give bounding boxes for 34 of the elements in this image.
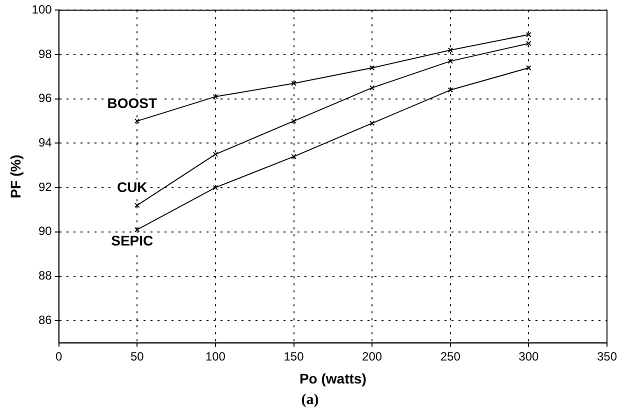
- y-tick-label: 86: [38, 312, 52, 327]
- point: [369, 120, 375, 126]
- x-tick-label: 250: [440, 349, 461, 364]
- y-tick-label: 90: [38, 224, 52, 238]
- point: [291, 154, 296, 160]
- x-axis-title: Po (watts): [299, 370, 366, 386]
- series-label: BOOST: [107, 94, 158, 111]
- point: [212, 152, 218, 157]
- series-label: SEPIC: [111, 232, 154, 249]
- y-axis-title: PF (%): [7, 154, 24, 198]
- point: [448, 87, 453, 93]
- x-tick-label: 0: [55, 349, 62, 364]
- y-tick-label: 98: [38, 46, 52, 61]
- x-tick-label: 300: [518, 349, 540, 364]
- series-label: CUK: [116, 179, 148, 196]
- point: [291, 118, 296, 124]
- x-tick-label: 50: [130, 349, 144, 364]
- text: (a): [300, 392, 320, 409]
- y-tick-label: 94: [38, 136, 52, 150]
- x-tick-label: 100: [205, 349, 226, 364]
- y-tick-label: 92: [38, 180, 52, 194]
- point: [291, 80, 296, 86]
- point: [212, 184, 218, 190]
- x-tick-label: 200: [362, 349, 382, 364]
- y-tick-label: 100: [32, 2, 52, 17]
- x-tick-label: 350: [596, 349, 618, 364]
- x-tick-label: 150: [284, 349, 304, 364]
- point: [369, 85, 375, 90]
- point: [212, 94, 218, 100]
- y-tick-label: 96: [38, 91, 52, 106]
- y-tick-label: 88: [38, 268, 52, 283]
- point: [448, 58, 453, 64]
- point: [369, 65, 375, 70]
- point: [448, 47, 453, 53]
